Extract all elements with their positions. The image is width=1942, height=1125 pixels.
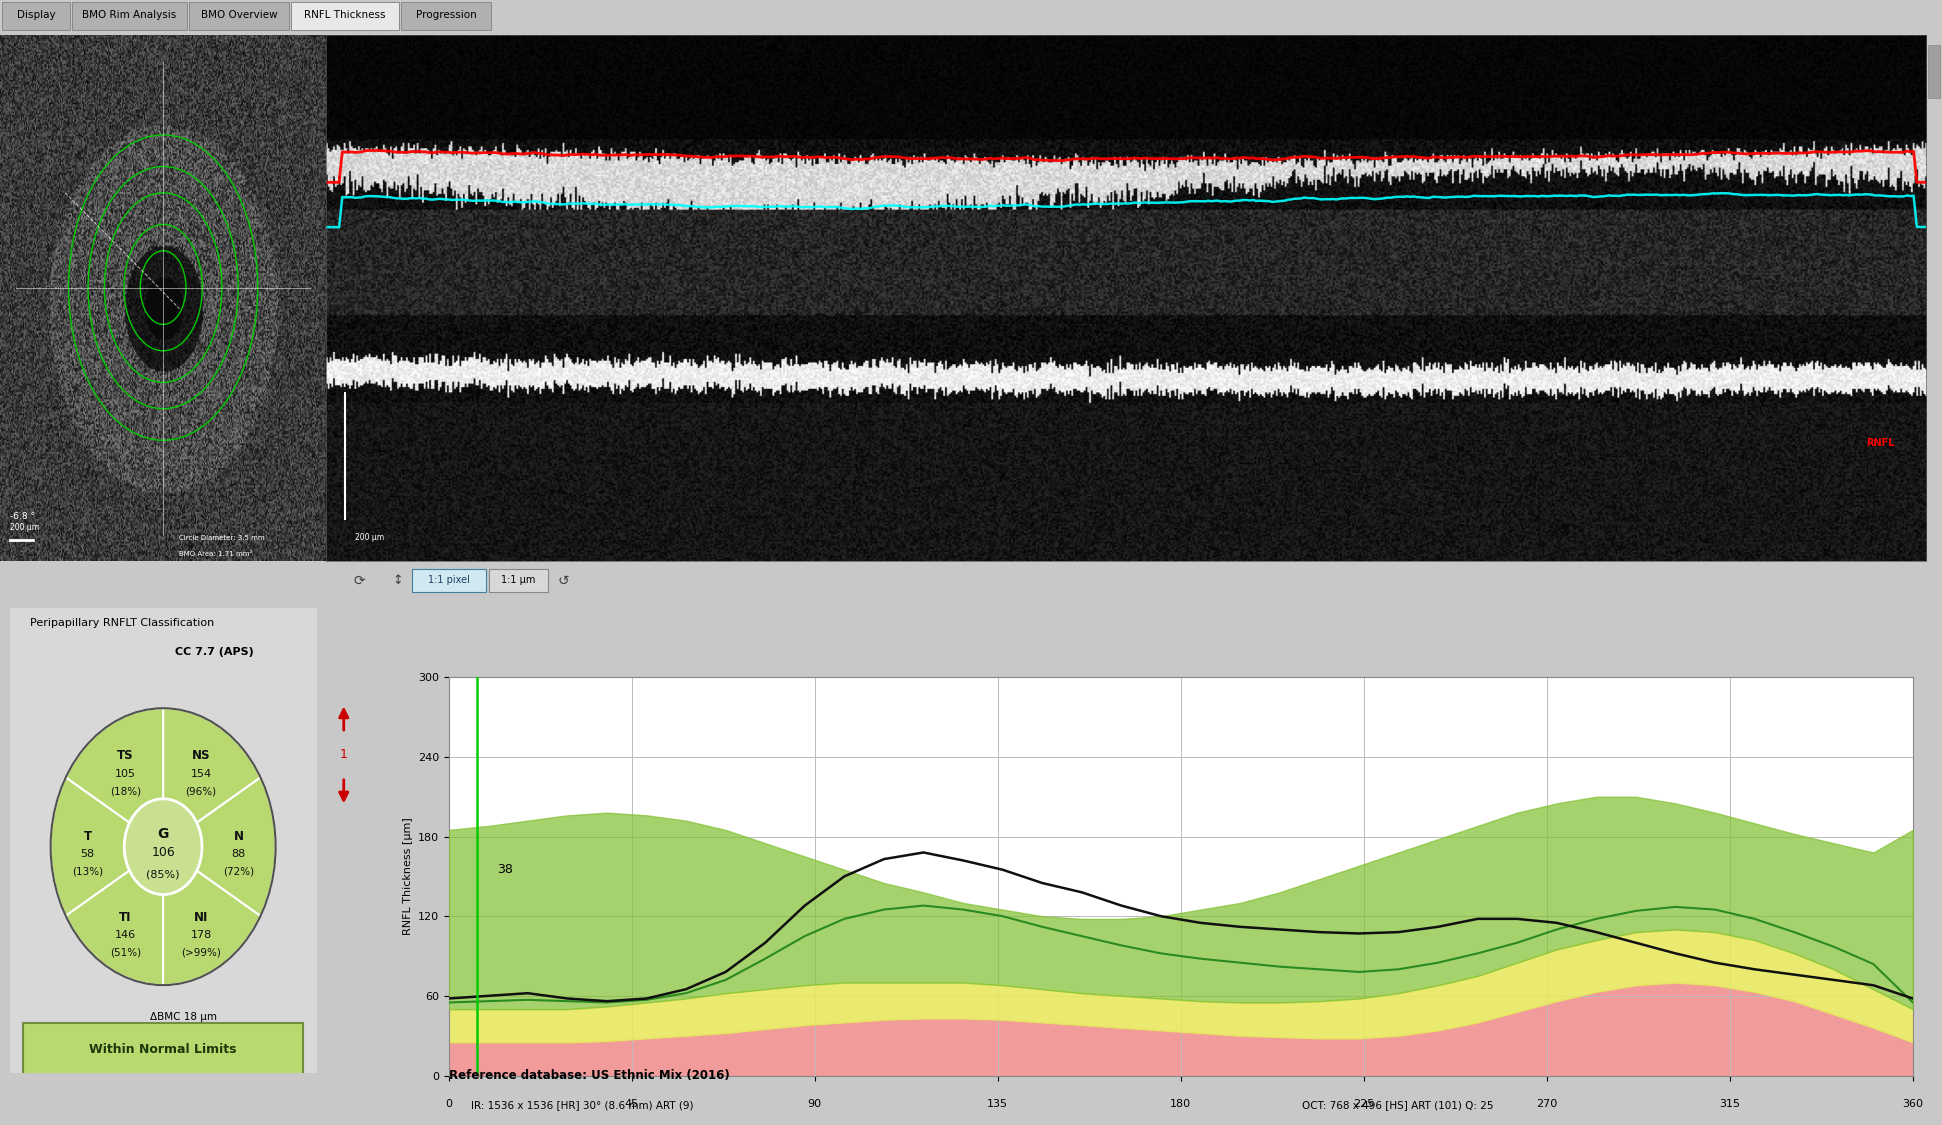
FancyBboxPatch shape	[489, 569, 548, 592]
Circle shape	[124, 799, 202, 894]
Text: 105: 105	[115, 768, 136, 778]
Text: Display: Display	[17, 10, 54, 20]
Text: 106: 106	[151, 846, 175, 860]
Text: 146: 146	[115, 930, 136, 939]
FancyBboxPatch shape	[412, 569, 486, 592]
Wedge shape	[66, 709, 163, 822]
Text: 200 μm: 200 μm	[10, 523, 39, 532]
Text: 225: 225	[1354, 1099, 1375, 1109]
FancyBboxPatch shape	[291, 1, 398, 30]
Text: Circle Diameter: 3.5 mm: Circle Diameter: 3.5 mm	[179, 536, 264, 541]
Text: 154: 154	[190, 768, 212, 778]
Text: 1:1 μm: 1:1 μm	[501, 575, 536, 585]
Text: NI: NI	[194, 911, 208, 924]
Wedge shape	[163, 871, 260, 986]
Text: ΔBMC 18 μm: ΔBMC 18 μm	[150, 1011, 218, 1022]
Text: 180: 180	[1171, 1099, 1190, 1109]
Text: T: T	[84, 830, 91, 843]
FancyBboxPatch shape	[400, 1, 491, 30]
Text: -6.8 °: -6.8 °	[10, 512, 35, 521]
Text: ⟳: ⟳	[353, 574, 365, 587]
Text: (96%): (96%)	[184, 786, 218, 796]
Text: 45: 45	[625, 1099, 639, 1109]
Wedge shape	[196, 777, 276, 916]
Text: RNFL Thickness: RNFL Thickness	[305, 10, 386, 20]
Text: 90: 90	[808, 1099, 821, 1109]
Text: Reference database: US Ethnic Mix (2016): Reference database: US Ethnic Mix (2016)	[449, 1069, 730, 1082]
Text: (51%): (51%)	[109, 947, 142, 957]
Text: (18%): (18%)	[109, 786, 142, 796]
Text: 58: 58	[80, 849, 95, 860]
Text: BMO Rim Analysis: BMO Rim Analysis	[82, 10, 177, 20]
Text: ↕: ↕	[392, 574, 404, 587]
Y-axis label: RNFL Thickness [μm]: RNFL Thickness [μm]	[404, 818, 414, 935]
Text: IR: 1536 x 1536 [HR] 30° (8.6 mm) ART (9): IR: 1536 x 1536 [HR] 30° (8.6 mm) ART (9…	[472, 1100, 693, 1109]
Text: (13%): (13%)	[72, 867, 103, 876]
Text: NS: NS	[192, 749, 210, 763]
Text: 315: 315	[1719, 1099, 1740, 1109]
Text: 0: 0	[445, 1099, 452, 1109]
FancyBboxPatch shape	[2, 1, 70, 30]
Text: 1:1 pixel: 1:1 pixel	[427, 575, 470, 585]
Text: 1: 1	[340, 748, 348, 762]
Text: N: N	[233, 830, 245, 843]
Text: 200 μm: 200 μm	[355, 533, 385, 542]
Text: ↺: ↺	[557, 574, 569, 587]
Text: TI: TI	[118, 911, 132, 924]
Text: 270: 270	[1536, 1099, 1557, 1109]
Wedge shape	[163, 709, 260, 822]
Text: (72%): (72%)	[223, 867, 254, 876]
Text: 38: 38	[497, 863, 513, 876]
Text: G: G	[157, 827, 169, 842]
Text: BMO Overview: BMO Overview	[200, 10, 278, 20]
Text: Peripapillary RNFLT Classification: Peripapillary RNFLT Classification	[31, 618, 214, 628]
Text: TS: TS	[117, 749, 134, 763]
Wedge shape	[66, 871, 163, 986]
FancyBboxPatch shape	[23, 1023, 303, 1076]
Text: Within Normal Limits: Within Normal Limits	[89, 1043, 237, 1056]
Text: OCT: 768 x 496 [HS] ART (101) Q: 25: OCT: 768 x 496 [HS] ART (101) Q: 25	[1303, 1100, 1493, 1109]
Text: BMO Area: 1.71 mm²: BMO Area: 1.71 mm²	[179, 551, 252, 557]
Wedge shape	[50, 777, 130, 916]
FancyBboxPatch shape	[188, 1, 289, 30]
Text: Progression: Progression	[416, 10, 476, 20]
Text: (85%): (85%)	[146, 870, 181, 880]
FancyBboxPatch shape	[72, 1, 186, 30]
Text: 88: 88	[231, 849, 247, 860]
Text: 360: 360	[1903, 1099, 1923, 1109]
FancyBboxPatch shape	[1928, 45, 1940, 98]
Text: RNFL: RNFL	[1866, 438, 1895, 448]
Text: CC 7.7 (APS): CC 7.7 (APS)	[175, 647, 254, 657]
Text: 178: 178	[190, 930, 212, 939]
Text: 135: 135	[987, 1099, 1008, 1109]
Text: (>99%): (>99%)	[181, 947, 221, 957]
